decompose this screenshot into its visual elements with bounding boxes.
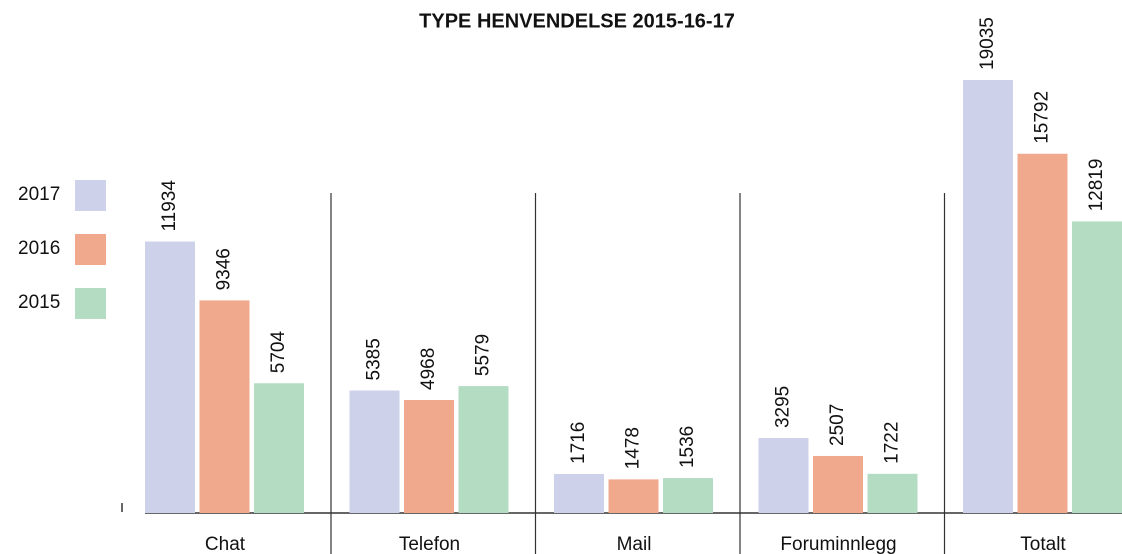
value-label: 19035 bbox=[977, 17, 998, 70]
value-label: 1478 bbox=[623, 427, 644, 469]
legend-swatch bbox=[75, 234, 106, 265]
legend-label: 2017 bbox=[18, 184, 60, 205]
value-label: 1722 bbox=[882, 422, 903, 464]
value-label: 15792 bbox=[1032, 91, 1053, 144]
bar bbox=[813, 455, 863, 513]
value-label: 1536 bbox=[677, 426, 698, 468]
bar bbox=[663, 478, 713, 513]
value-label: 9346 bbox=[214, 248, 235, 290]
x-tick-label: Foruminnlegg bbox=[780, 534, 896, 554]
x-tick-label: Totalt bbox=[1020, 534, 1066, 554]
value-label: 5704 bbox=[268, 331, 289, 374]
value-label: 4968 bbox=[418, 348, 439, 390]
value-label: 11934 bbox=[159, 180, 180, 232]
legend-label: 2015 bbox=[18, 292, 60, 313]
legend-label: 2016 bbox=[18, 238, 60, 259]
value-label: 5579 bbox=[473, 334, 494, 376]
chart-title: TYPE HENVENDELSE 2015-16-17 bbox=[419, 10, 735, 32]
legend-swatch bbox=[75, 180, 106, 211]
bar bbox=[554, 473, 604, 513]
bar bbox=[1072, 221, 1122, 513]
bar bbox=[404, 399, 454, 513]
bar bbox=[145, 241, 195, 513]
bar bbox=[349, 390, 400, 513]
bar bbox=[1017, 153, 1068, 513]
legend-swatch bbox=[75, 288, 106, 319]
bar bbox=[254, 383, 304, 513]
bar bbox=[608, 479, 659, 513]
bar bbox=[963, 80, 1013, 513]
value-label: 1716 bbox=[568, 422, 589, 464]
bar bbox=[867, 473, 918, 513]
value-label: 2507 bbox=[827, 404, 848, 446]
bar bbox=[199, 300, 250, 513]
bar bbox=[758, 438, 809, 513]
value-label: 12819 bbox=[1086, 159, 1107, 212]
x-tick-label: Telefon bbox=[399, 534, 460, 554]
x-tick-label: Chat bbox=[205, 534, 246, 554]
bar bbox=[458, 386, 509, 513]
x-tick-label: Mail bbox=[617, 534, 652, 554]
value-label: 3295 bbox=[773, 386, 794, 428]
value-label: 5385 bbox=[364, 338, 385, 380]
